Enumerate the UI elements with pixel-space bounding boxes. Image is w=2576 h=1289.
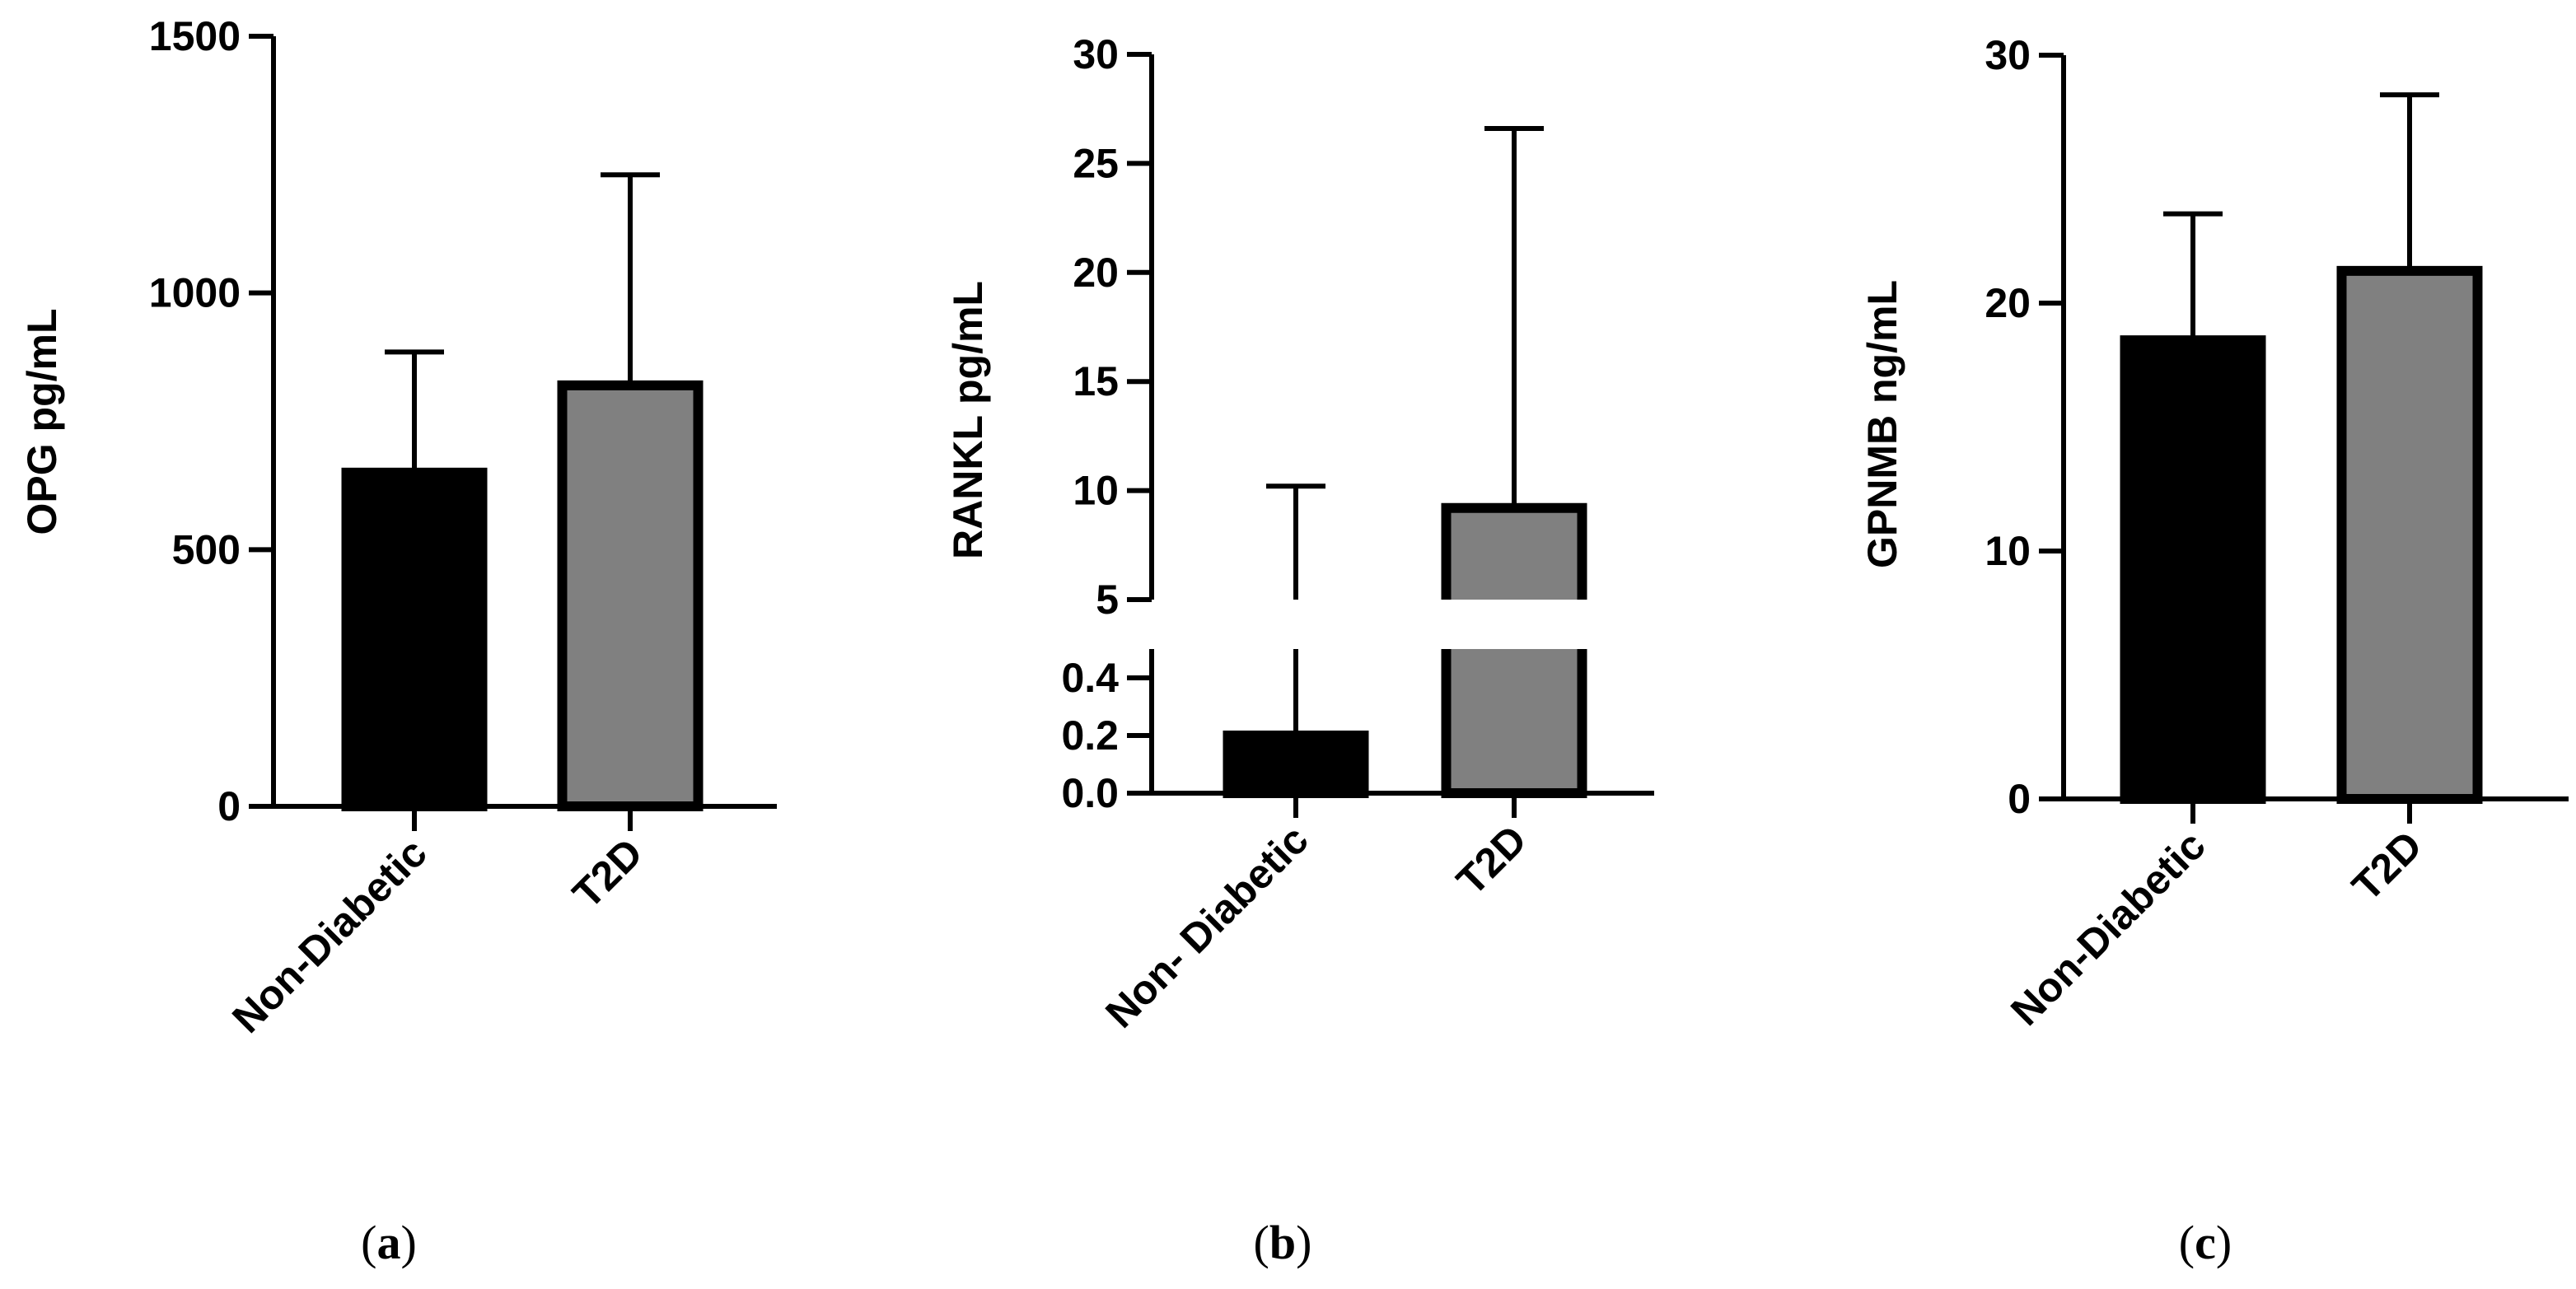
y-tick-label-b-up-0: 5 (1096, 577, 1119, 623)
y-tick-label-a-3: 1500 (149, 13, 241, 59)
y-axis-label-a: OPG pg/mL (19, 309, 65, 535)
bar-c-0 (2120, 335, 2266, 804)
y-tick-label-a-0: 0 (217, 783, 241, 829)
y-tick-label-c-1: 10 (1985, 528, 2031, 574)
bar-b-1 (1441, 502, 1587, 600)
category-label-b-1: T2D (1447, 816, 1535, 904)
error-bar-a-1 (601, 172, 660, 385)
y-tick-label-b-up-3: 20 (1073, 250, 1119, 296)
y-tick-label-a-1: 500 (172, 526, 241, 572)
error-bar-c-0 (2163, 211, 2223, 341)
bar-b-0 (1223, 731, 1369, 798)
category-label-c-1: T2D (2343, 822, 2430, 909)
y-tick-label-b-low-1: 0.2 (1061, 712, 1119, 759)
bar-c-1 (2336, 265, 2483, 804)
y-tick-label-c-3: 30 (1985, 32, 2031, 78)
panel-label-b: (b) (1254, 1216, 1312, 1269)
panel-label-c: (c) (2179, 1216, 2232, 1269)
bar-lower-b-1 (1441, 649, 1587, 798)
category-label-a-1: T2D (563, 829, 651, 917)
y-axis-label-c: GPNMB ng/mL (1859, 280, 1905, 568)
y-tick-label-a-2: 1000 (149, 270, 241, 316)
error-bar-a-0 (385, 349, 444, 473)
y-tick-label-c-2: 20 (1985, 280, 2031, 326)
error-bar-b-1 (1484, 126, 1544, 508)
chart-panel-a: OPG pg/mL 0 500 1000 1500 Non-Diabetic T2D (19, 13, 777, 1042)
error-bar-b-0 (1266, 483, 1325, 600)
bar-a-0 (341, 467, 488, 811)
y-tick-label-b-low-2: 0.4 (1061, 655, 1119, 701)
y-tick-label-c-0: 0 (2008, 776, 2031, 822)
category-label-b-0: Non- Diabetic (1096, 816, 1316, 1036)
category-label-a-0: Non-Diabetic (223, 829, 436, 1042)
error-bar-c-1 (2380, 92, 2439, 271)
y-tick-label-b-low-0: 0.0 (1061, 770, 1119, 816)
category-label-c-0: Non-Diabetic (2002, 822, 2214, 1034)
y-tick-label-b-up-1: 10 (1073, 468, 1119, 514)
y-tick-label-b-up-5: 30 (1073, 31, 1119, 77)
panel-label-a: (a) (361, 1216, 417, 1269)
chart-panel-c: GPNMB ng/mL 0 10 20 30 Non-Diabetic T2D (1859, 32, 2569, 1034)
chart-panel-b: RANKL pg/mL 0.0 0.2 0.4 5 10 15 20 25 30 Non- Di… (945, 31, 1654, 1037)
y-tick-label-b-up-2: 15 (1073, 358, 1119, 404)
y-axis-label-b: RANKL pg/mL (945, 281, 991, 559)
y-tick-label-b-up-4: 25 (1073, 140, 1119, 186)
bar-a-1 (557, 380, 704, 811)
